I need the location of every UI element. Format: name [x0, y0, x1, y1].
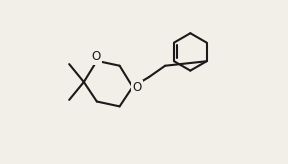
Text: O: O	[91, 50, 101, 63]
Text: O: O	[132, 81, 141, 94]
